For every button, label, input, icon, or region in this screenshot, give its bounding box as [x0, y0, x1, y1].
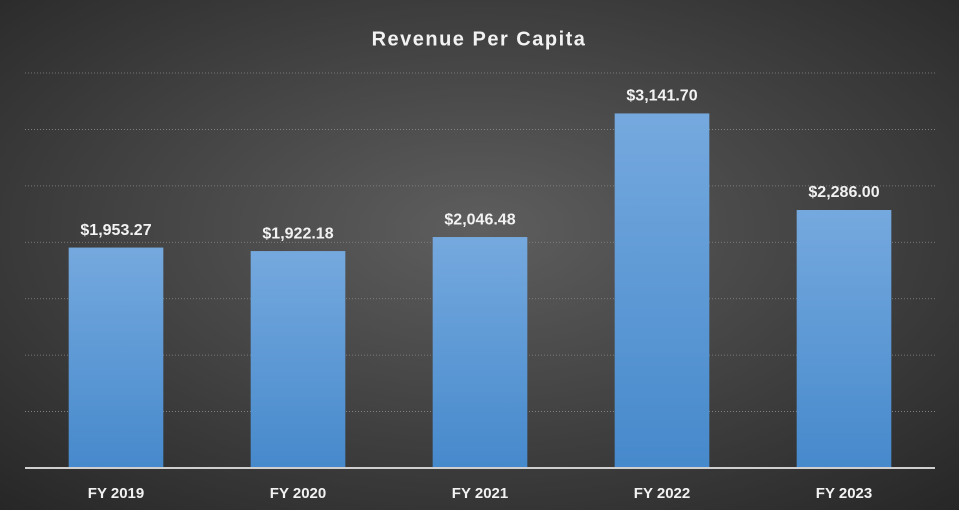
x-tick-label: FY 2019: [88, 485, 144, 502]
bar: [68, 247, 164, 468]
x-tick-label: FY 2022: [634, 485, 690, 502]
data-label: $3,141.70: [626, 88, 697, 105]
data-label: $1,953.27: [80, 222, 151, 239]
data-label: $2,046.48: [444, 211, 515, 228]
bar: [250, 251, 346, 468]
bar: [614, 113, 710, 469]
x-tick-label: FY 2020: [270, 485, 326, 502]
bar: [796, 210, 892, 468]
data-label: $1,922.18: [262, 225, 333, 242]
x-tick-label: FY 2023: [816, 485, 872, 502]
x-tick-label: FY 2021: [452, 485, 508, 502]
data-label: $2,286.00: [808, 184, 879, 201]
chart-title: Revenue Per Capita: [372, 28, 587, 50]
bar: [432, 237, 528, 468]
